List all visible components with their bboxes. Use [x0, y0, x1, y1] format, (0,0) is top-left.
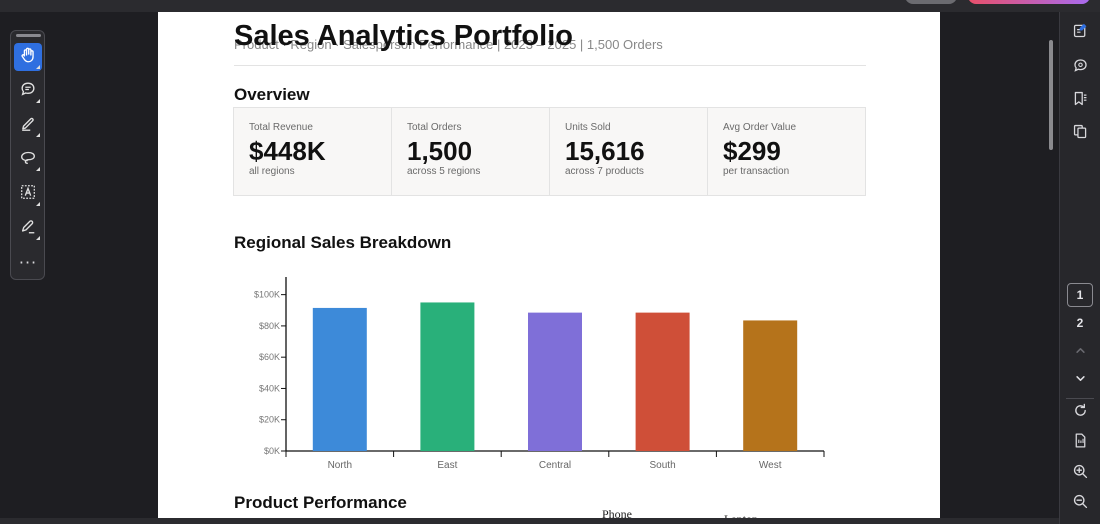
zoom-in-icon — [1072, 463, 1089, 485]
more-icon: ··· — [18, 253, 38, 272]
overview-heading: Overview — [234, 85, 310, 104]
kpi-sublabel: across 5 regions — [407, 166, 481, 177]
bar-south — [635, 312, 690, 451]
kpi-card-orders: Total Orders 1,500 across 5 regions — [392, 108, 550, 195]
sign-tool-button[interactable] — [14, 214, 42, 242]
x-tick-label: North — [328, 460, 352, 468]
kpi-label: Units Sold — [565, 122, 611, 133]
highlight-tool-button[interactable] — [14, 111, 42, 139]
more-tools-button[interactable]: ··· — [14, 249, 42, 277]
pie-label-phone: Phone — [602, 507, 632, 521]
lasso-icon — [19, 148, 37, 171]
document-icon — [1072, 432, 1089, 454]
page-2-button[interactable]: 2 — [1076, 316, 1084, 330]
kpi-sublabel: across 7 products — [565, 166, 644, 177]
regional-sales-chart: $0K $20K $40K $60K $80K $100K North East Central… — [254, 277, 825, 468]
sidebar-divider — [1066, 398, 1094, 399]
pages-panel-icon — [1072, 123, 1089, 145]
bookmarks-icon — [1072, 90, 1089, 112]
kpi-label: Total Revenue — [249, 122, 313, 133]
pages-panel-button[interactable] — [1070, 124, 1090, 144]
y-tick-label: $60K — [259, 352, 280, 362]
kpi-value: 1,500 — [407, 136, 473, 166]
kpi-row: Total Revenue $448K all regions Total Or… — [233, 107, 866, 196]
document-page: Product · Region · Salesperson Performan… — [158, 12, 940, 524]
title-divider — [234, 65, 866, 66]
toolbar-button[interactable] — [905, 0, 957, 4]
comments-panel-button[interactable] — [1070, 58, 1090, 78]
signature-icon — [19, 217, 37, 240]
comments-panel-icon — [1072, 57, 1089, 79]
y-tick-label: $40K — [259, 383, 280, 393]
next-page-button[interactable] — [1070, 371, 1090, 391]
text-box-icon — [19, 183, 37, 206]
kpi-value: 15,616 — [565, 136, 645, 166]
edit-pdf-icon — [1072, 22, 1089, 44]
window-top-bar — [0, 0, 1100, 12]
pen-icon — [19, 114, 37, 137]
edit-pdf-button[interactable] — [1070, 23, 1090, 43]
bottom-bar — [0, 518, 1059, 524]
kpi-value: $299 — [723, 136, 781, 166]
document-subtitle: Product · Region · Salesperson Performan… — [234, 37, 663, 52]
y-tick-label: $0K — [264, 446, 280, 456]
previous-page-button[interactable] — [1070, 343, 1090, 363]
kpi-card-units: Units Sold 15,616 across 7 products — [550, 108, 708, 195]
x-tick-label: Central — [539, 460, 571, 468]
y-tick-label: $100K — [254, 290, 280, 300]
chevron-up-icon — [1072, 342, 1089, 364]
product-heading: Product Performance — [234, 493, 407, 512]
kpi-card-aov: Avg Order Value $299 per transaction — [708, 108, 865, 195]
kpi-sublabel: all regions — [249, 166, 295, 177]
x-tick-label: West — [759, 460, 782, 468]
text-tool-button[interactable] — [14, 180, 42, 208]
y-tick-label: $80K — [259, 321, 280, 331]
comment-icon — [19, 80, 37, 103]
kpi-label: Avg Order Value — [723, 122, 797, 133]
bar-central — [528, 312, 582, 451]
comment-tool-button[interactable] — [14, 77, 42, 105]
zoom-out-icon — [1072, 493, 1089, 515]
zoom-in-button[interactable] — [1070, 464, 1090, 484]
page-1-button[interactable]: 1 — [1067, 283, 1093, 307]
kpi-value: $448K — [249, 136, 326, 166]
regional-heading: Regional Sales Breakdown — [234, 233, 452, 252]
kpi-card-revenue: Total Revenue $448K all regions — [234, 108, 392, 195]
draw-tool-button[interactable] — [14, 145, 42, 173]
x-tick-label: East — [437, 460, 457, 468]
bar-north — [312, 307, 367, 451]
kpi-label: Total Orders — [407, 122, 462, 133]
refresh-icon — [1072, 402, 1089, 424]
left-toolbar: ··· — [10, 30, 45, 280]
hand-icon — [19, 46, 37, 69]
document-title: Sales Analytics Portfolio — [234, 20, 573, 52]
vertical-scrollbar[interactable] — [1049, 40, 1053, 150]
zoom-out-button[interactable] — [1070, 494, 1090, 514]
refresh-button[interactable] — [1070, 403, 1090, 423]
kpi-sublabel: per transaction — [723, 166, 790, 177]
page-setup-button[interactable] — [1070, 433, 1090, 453]
bar-west — [743, 320, 798, 451]
bar-east — [420, 302, 475, 451]
upgrade-button[interactable] — [968, 0, 1090, 4]
y-tick-label: $20K — [259, 415, 280, 425]
x-tick-label: South — [650, 460, 676, 468]
chevron-down-icon — [1072, 370, 1089, 392]
right-sidebar: 1 2 — [1059, 12, 1100, 524]
hand-tool-button[interactable] — [14, 43, 42, 71]
toolbar-grip[interactable] — [16, 34, 41, 37]
bookmarks-button[interactable] — [1070, 91, 1090, 111]
